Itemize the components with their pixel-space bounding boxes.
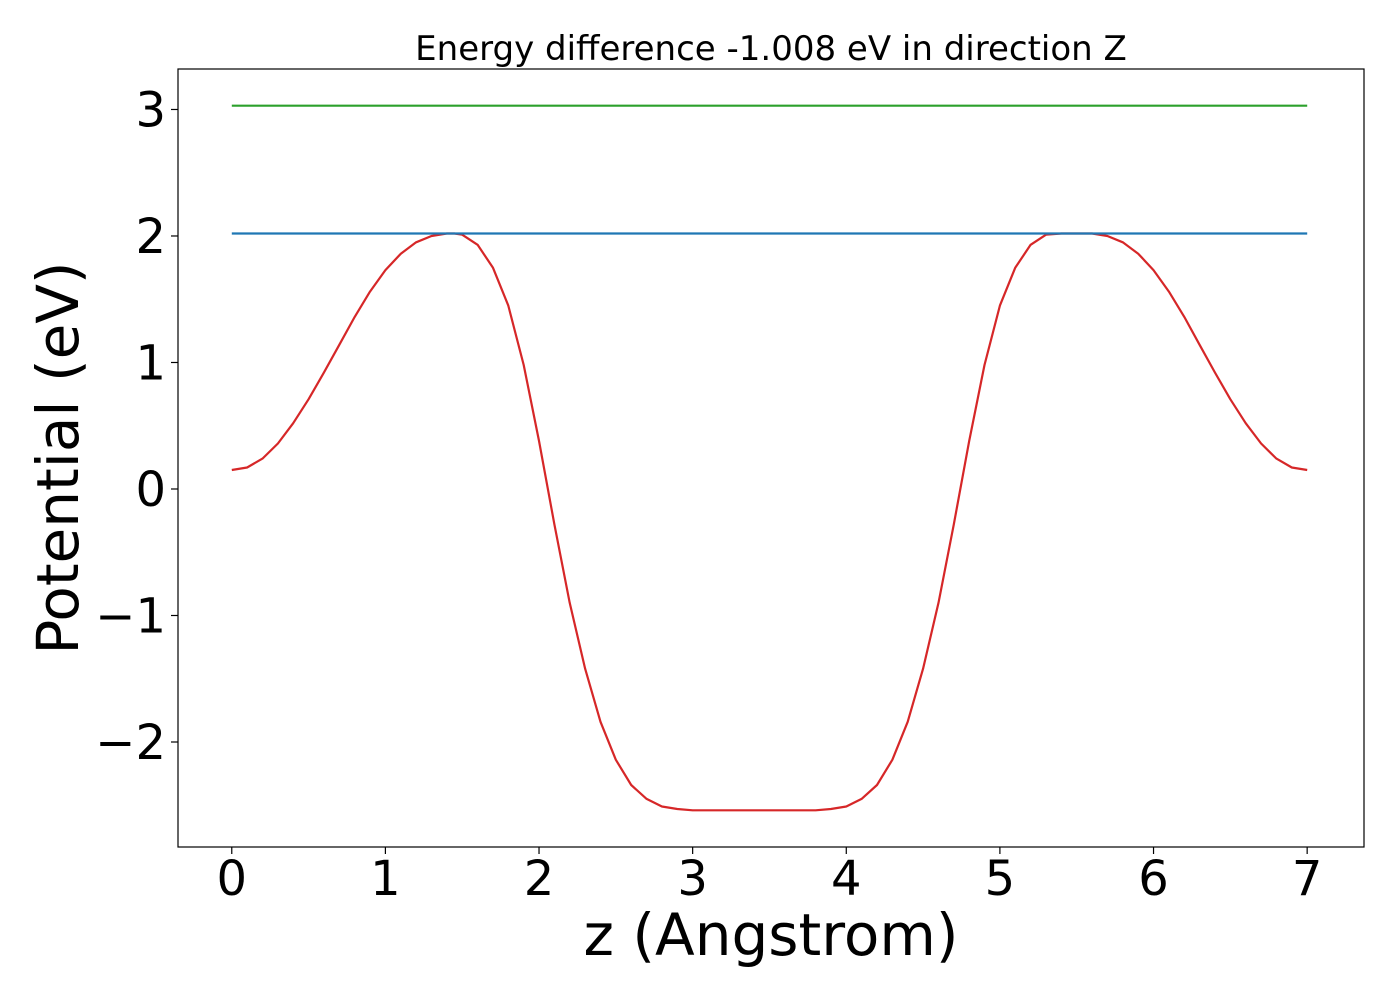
x-tick-label: 7 bbox=[1292, 851, 1323, 907]
y-axis-title: Potential (eV) bbox=[24, 261, 92, 654]
series-line-1 bbox=[231, 232, 1308, 812]
y-tick-label: 0 bbox=[135, 462, 166, 518]
x-axis-title: z (Angstrom) bbox=[584, 901, 959, 969]
x-tick-label: 1 bbox=[370, 851, 401, 907]
y-tick-label: −1 bbox=[95, 588, 166, 644]
x-tick-label: 5 bbox=[985, 851, 1016, 907]
plot-area-frame bbox=[177, 68, 1365, 848]
x-tick-label: 4 bbox=[831, 851, 862, 907]
y-axis-ticks: −2 −1 0 1 2 3 bbox=[95, 82, 178, 771]
y-tick-label: 3 bbox=[135, 82, 166, 138]
x-tick-label: 3 bbox=[677, 851, 708, 907]
x-tick-label: 0 bbox=[216, 851, 247, 907]
series-group bbox=[231, 104, 1308, 812]
x-axis-ticks: 0 1 2 3 4 5 6 7 bbox=[216, 847, 1322, 907]
chart-title: Energy difference -1.008 eV in direction… bbox=[415, 29, 1127, 69]
y-tick-label: 2 bbox=[135, 209, 166, 265]
y-tick-label: −2 bbox=[95, 715, 166, 771]
y-tick-label: 1 bbox=[135, 335, 166, 391]
x-tick-label: 6 bbox=[1138, 851, 1169, 907]
x-tick-label: 2 bbox=[524, 851, 555, 907]
